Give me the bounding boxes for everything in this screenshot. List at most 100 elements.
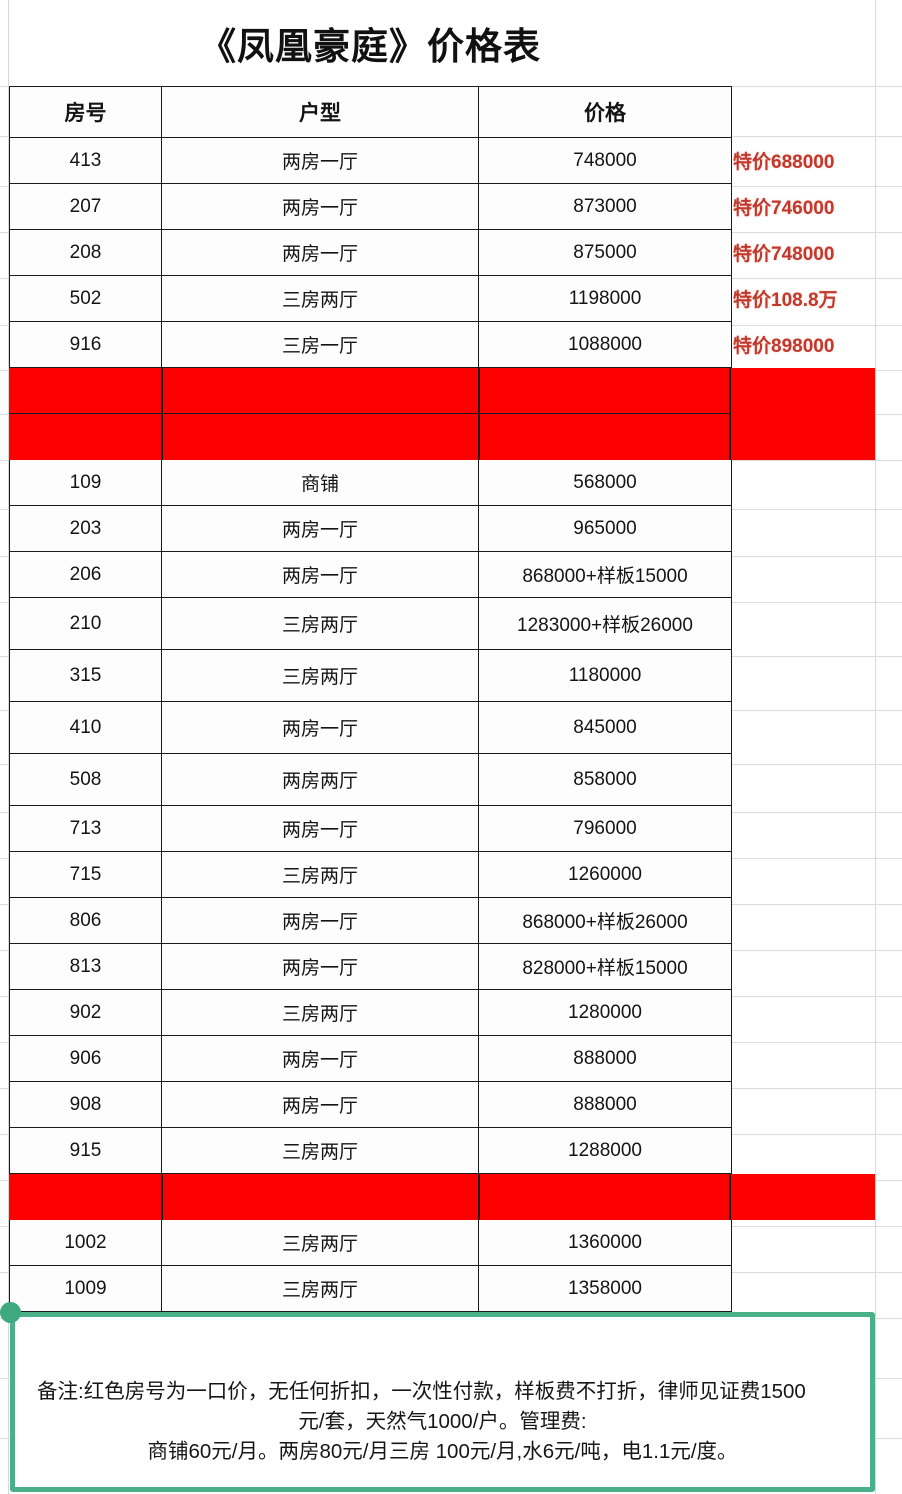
cell-room: 806 [9,897,162,944]
cell-room: 916 [9,321,162,368]
cell-price: 868000+样板26000 [478,897,732,944]
cell-price: 1260000 [478,851,732,898]
note-line-3: 商铺60元/月。两房80元/月三房 100元/月,水6元/吨，电1.1元/度。 [147,1440,738,1463]
red-band-divider [729,1173,731,1220]
table-row: 1002 三房两厅 1360000 [9,1219,732,1266]
cell-room: 1002 [9,1219,162,1266]
table-header-row: 房号 户型 价格 [9,86,732,138]
cell-type: 三房两厅 [161,597,479,650]
table-row: 413 两房一厅 748000 [9,137,732,184]
cell-room: 413 [9,137,162,184]
grid-vline [875,0,876,1494]
note-line-1: 备注:红色房号为一口价，无任何折扣，一次性付款，样板费不打折，律师见证费1500 [37,1380,806,1403]
special-price-cell: 特价748000 [733,244,835,265]
cell-price: 1180000 [478,649,732,702]
cell-room: 906 [9,1035,162,1082]
red-highlight-band-upper [9,367,875,460]
table-row: 806 两房一厅 868000+样板26000 [9,897,732,944]
cell-room: 208 [9,229,162,276]
table-row: 713 两房一厅 796000 [9,805,732,852]
cell-room: 207 [9,183,162,230]
cell-price: 748000 [478,137,732,184]
table-row: 1009 三房两厅 1358000 [9,1265,732,1312]
cell-price: 858000 [478,753,732,806]
cell-type: 两房一厅 [161,701,479,754]
cell-price: 965000 [478,505,732,552]
cell-room: 813 [9,943,162,990]
special-price-cell: 特价108.8万 [733,290,838,311]
cell-price: 1358000 [478,1265,732,1312]
cell-price: 845000 [478,701,732,754]
table-row: 502 三房两厅 1198000 [9,275,732,322]
cell-price: 873000 [478,183,732,230]
cell-price: 888000 [478,1081,732,1128]
red-band-row-divider [9,412,731,415]
column-header-price: 价格 [478,86,732,138]
table-row: 410 两房一厅 845000 [9,701,732,754]
column-header-room: 房号 [9,86,162,138]
cell-price: 1198000 [478,275,732,322]
cell-room: 1009 [9,1265,162,1312]
red-band-divider [478,1173,480,1220]
cell-type: 三房两厅 [161,649,479,702]
cell-type: 两房一厅 [161,805,479,852]
table-body: 413 两房一厅 748000 207 两房一厅 873000 208 两房一厅 875000 5… [9,137,732,1312]
page-title-text: 《凤凰豪庭》价格表 [199,26,541,67]
table-row: 109 商铺 568000 [9,459,732,506]
cell-room: 902 [9,989,162,1036]
cell-room: 315 [9,649,162,702]
cell-room: 713 [9,805,162,852]
column-header-type: 户型 [161,86,479,138]
table-row: 906 两房一厅 888000 [9,1035,732,1082]
cell-price: 1280000 [478,989,732,1036]
table-row: 508 两房两厅 858000 [9,753,732,806]
cell-room: 915 [9,1127,162,1174]
selection-handle-icon[interactable] [0,1302,21,1323]
cell-room: 715 [9,851,162,898]
table-row: 915 三房两厅 1288000 [9,1127,732,1174]
note-line-2: 元/套，天然气1000/户。管理费: [298,1410,587,1433]
cell-type: 两房一厅 [161,551,479,598]
page-title: 《凤凰豪庭》价格表 [9,0,731,86]
cell-price: 1088000 [478,321,732,368]
table-row: 916 三房一厅 1088000 [9,321,732,368]
cell-room: 109 [9,459,162,506]
table-row: 208 两房一厅 875000 [9,229,732,276]
red-band-divider [161,1173,163,1220]
cell-price: 796000 [478,805,732,852]
cell-room: 502 [9,275,162,322]
cell-type: 三房两厅 [161,1265,479,1312]
table-row: 908 两房一厅 888000 [9,1081,732,1128]
cell-type: 三房两厅 [161,275,479,322]
cell-type: 三房两厅 [161,1127,479,1174]
special-price-cell: 特价898000 [733,336,835,357]
cell-price: 868000+样板15000 [478,551,732,598]
cell-type: 两房一厅 [161,1081,479,1128]
note-selection-box[interactable]: 备注:红色房号为一口价，无任何折扣，一次性付款，样板费不打折，律师见证费1500… [10,1312,875,1492]
cell-room: 210 [9,597,162,650]
cell-price: 828000+样板15000 [478,943,732,990]
cell-price: 1288000 [478,1127,732,1174]
cell-type: 商铺 [161,459,479,506]
table-row: 203 两房一厅 965000 [9,505,732,552]
cell-type: 两房一厅 [161,229,479,276]
cell-type: 两房一厅 [161,943,479,990]
cell-room: 203 [9,505,162,552]
cell-type: 两房两厅 [161,753,479,806]
table-row: 902 三房两厅 1280000 [9,989,732,1036]
cell-type: 两房一厅 [161,1035,479,1082]
cell-price: 1360000 [478,1219,732,1266]
cell-room: 206 [9,551,162,598]
table-row: 210 三房两厅 1283000+样板26000 [9,597,732,650]
table-row: 206 两房一厅 868000+样板15000 [9,551,732,598]
cell-type: 两房一厅 [161,897,479,944]
special-price-cell: 特价688000 [733,152,835,173]
table-row: 315 三房两厅 1180000 [9,649,732,702]
cell-room: 410 [9,701,162,754]
cell-price: 888000 [478,1035,732,1082]
table-row: 813 两房一厅 828000+样板15000 [9,943,732,990]
cell-type: 三房两厅 [161,851,479,898]
cell-price: 1283000+样板26000 [478,597,732,650]
table-row: 207 两房一厅 873000 [9,183,732,230]
cell-type: 三房两厅 [161,989,479,1036]
